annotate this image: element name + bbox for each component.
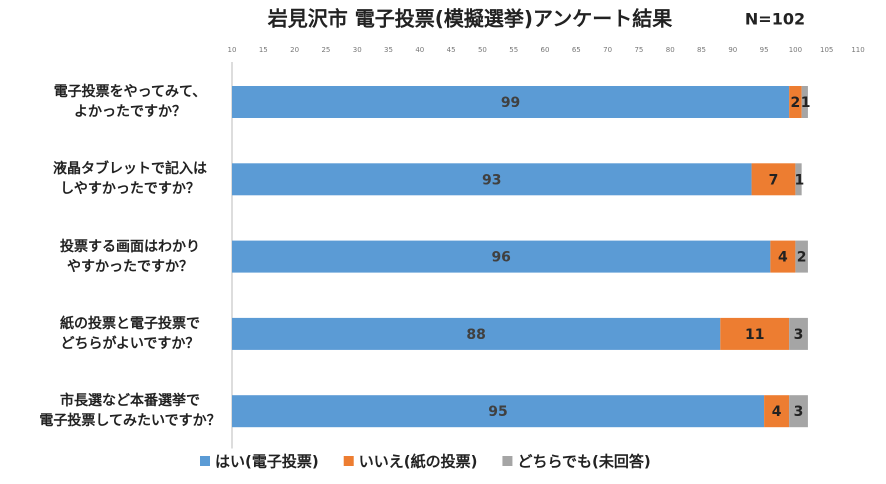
data-label: 4 <box>778 250 788 266</box>
x-tick-label: 75 <box>634 46 643 54</box>
bar-segment <box>232 395 765 428</box>
bar-segment <box>232 317 721 350</box>
data-label: 95 <box>488 404 507 420</box>
data-label: 93 <box>482 172 501 188</box>
x-tick-label: 25 <box>321 46 330 54</box>
x-tick-label: 35 <box>384 46 393 54</box>
bars <box>232 86 808 428</box>
data-label: 2 <box>791 95 801 111</box>
x-tick-label: 90 <box>728 46 737 54</box>
data-label: 4 <box>772 404 782 420</box>
category-label: 市長選など本番選挙で 電子投票してみたいですか？ <box>39 393 221 430</box>
x-tick-label: 80 <box>666 46 675 54</box>
bar-segment <box>751 163 796 196</box>
bar-segment <box>789 395 808 428</box>
chart-title: 岩見沢市 電子投票(模擬選挙)アンケート結果 <box>267 7 672 31</box>
legend-swatch <box>200 456 210 466</box>
bar-segment <box>789 317 808 350</box>
category-label: 電子投票をやってみて、 よかったですか？ <box>53 84 207 120</box>
data-label: 96 <box>491 250 510 266</box>
data-label: 3 <box>794 404 804 420</box>
legend-label: はい(電子投票) <box>215 453 319 471</box>
data-label: 1 <box>795 172 805 188</box>
x-tick-label: 40 <box>415 46 424 54</box>
bar-segment <box>720 317 790 350</box>
x-tick-label: 100 <box>789 46 802 54</box>
x-tick-label: 45 <box>447 46 456 54</box>
legend-label: いいえ(紙の投票) <box>359 453 478 471</box>
bar-segment <box>801 86 808 118</box>
x-tick-label: 70 <box>603 46 612 54</box>
x-tick-label: 10 <box>228 46 237 54</box>
bar-segment <box>770 240 796 273</box>
x-tick-label: 95 <box>760 46 769 54</box>
bar-segment <box>232 86 790 118</box>
x-tick-label: 15 <box>259 46 268 54</box>
data-label: 3 <box>794 327 804 343</box>
x-tick-label: 60 <box>541 46 550 54</box>
bar-segment <box>795 240 808 273</box>
data-label: 1 <box>801 95 811 111</box>
data-label: 11 <box>745 327 764 343</box>
data-label: 2 <box>797 250 807 266</box>
bar-segment <box>232 163 752 196</box>
data-label: 99 <box>501 95 520 111</box>
legend-swatch <box>502 456 513 466</box>
x-tick-label: 30 <box>353 46 362 54</box>
bar-segment <box>232 240 771 273</box>
x-tick-label: 110 <box>851 46 864 54</box>
x-tick-label: 105 <box>820 46 833 54</box>
bar-segment <box>789 86 802 118</box>
data-label: 7 <box>769 172 779 188</box>
x-tick-label: 65 <box>572 46 581 54</box>
legend-swatch <box>343 456 354 466</box>
category-label: 紙の投票と電子投票で どちらがよいですか？ <box>60 315 200 352</box>
legend-label: どちらでも(未回答) <box>517 453 650 471</box>
sample-size: N=102 <box>745 10 805 29</box>
bar-segment <box>764 395 790 428</box>
x-tick-label: 85 <box>697 46 706 54</box>
x-tick-label: 50 <box>478 46 487 54</box>
data-label: 88 <box>466 327 485 343</box>
x-tick-label: 55 <box>509 46 518 54</box>
category-label: 投票する画面はわかり やすかったですか？ <box>60 238 200 275</box>
category-label: 液晶タブレットで記入は しやすかったですか？ <box>53 161 207 198</box>
x-tick-label: 20 <box>290 46 299 54</box>
bar-segment <box>795 163 802 196</box>
